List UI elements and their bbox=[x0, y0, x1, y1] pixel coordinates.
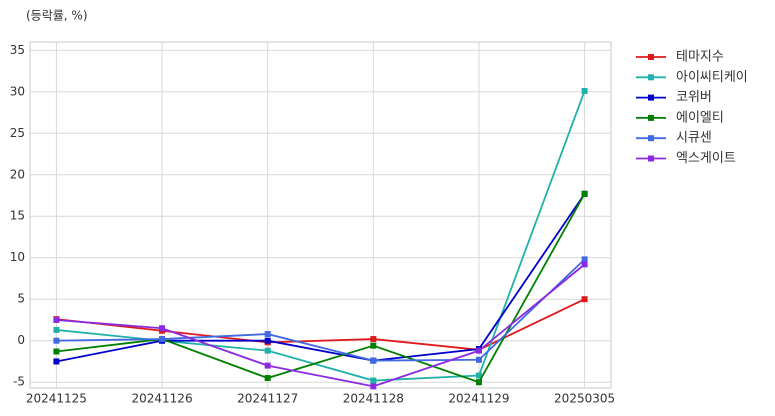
x-tick-label: 20241128 bbox=[343, 392, 404, 406]
x-tick-label: 20241125 bbox=[26, 392, 87, 406]
point-marker bbox=[370, 377, 377, 384]
point-marker bbox=[370, 357, 377, 364]
point-marker bbox=[581, 190, 588, 197]
point-marker bbox=[370, 383, 377, 390]
point-marker bbox=[581, 256, 588, 263]
legend-marker bbox=[648, 94, 654, 101]
point-marker bbox=[475, 372, 482, 379]
y-axis-label: (등락률, %) bbox=[26, 9, 88, 23]
legend-marker bbox=[648, 155, 654, 162]
x-tick-label: 20241126 bbox=[132, 392, 193, 406]
plot-frame bbox=[29, 41, 612, 389]
point-marker bbox=[370, 336, 377, 343]
point-marker bbox=[53, 316, 60, 323]
y-tick-label: -5 bbox=[13, 375, 25, 389]
series-line bbox=[56, 298, 585, 351]
point-marker bbox=[159, 336, 166, 343]
point-marker bbox=[264, 375, 271, 382]
series-line bbox=[56, 193, 586, 384]
point-marker bbox=[53, 348, 60, 355]
legend-label: 테마지수 bbox=[676, 50, 724, 65]
legend-label: 시큐센 bbox=[676, 131, 712, 146]
point-marker bbox=[475, 356, 482, 363]
point-marker bbox=[264, 362, 271, 369]
y-tick-label: 10 bbox=[10, 250, 25, 264]
series-line bbox=[56, 258, 586, 362]
legend-marker bbox=[648, 54, 654, 60]
point-marker bbox=[53, 337, 60, 344]
y-tick-label: 35 bbox=[10, 43, 25, 57]
y-tick-label: 25 bbox=[10, 126, 25, 140]
point-marker bbox=[264, 331, 271, 338]
x-tick-label: 20241129 bbox=[448, 392, 509, 406]
point-marker bbox=[475, 379, 482, 386]
y-tick-label: 20 bbox=[10, 167, 25, 181]
y-tick-label: 15 bbox=[10, 209, 25, 223]
point-marker bbox=[475, 347, 482, 354]
series-line bbox=[56, 263, 586, 388]
series-line bbox=[56, 193, 586, 363]
x-tick-label: 20241127 bbox=[237, 392, 298, 406]
point-marker bbox=[264, 337, 271, 344]
point-marker bbox=[581, 296, 588, 303]
legend-label: 에이엘티 bbox=[676, 110, 724, 125]
point-marker bbox=[159, 325, 166, 332]
legend-marker bbox=[648, 114, 654, 121]
legend-label: 아이씨티케이 bbox=[676, 70, 748, 85]
point-marker bbox=[370, 342, 377, 349]
x-tick-label: 20250305 bbox=[554, 392, 615, 406]
y-tick-label: 5 bbox=[17, 292, 25, 306]
point-marker bbox=[53, 326, 60, 333]
legend-label: 코위버 bbox=[676, 90, 712, 105]
legend-marker bbox=[648, 74, 654, 81]
legend-label: 엑스게이트 bbox=[676, 151, 736, 166]
point-marker bbox=[264, 347, 271, 354]
y-tick-label: 0 bbox=[17, 333, 25, 347]
legend-marker bbox=[648, 135, 654, 142]
point-marker bbox=[53, 358, 60, 365]
y-tick-label: 30 bbox=[10, 84, 25, 98]
point-marker bbox=[581, 87, 588, 94]
point-marker bbox=[581, 261, 588, 268]
